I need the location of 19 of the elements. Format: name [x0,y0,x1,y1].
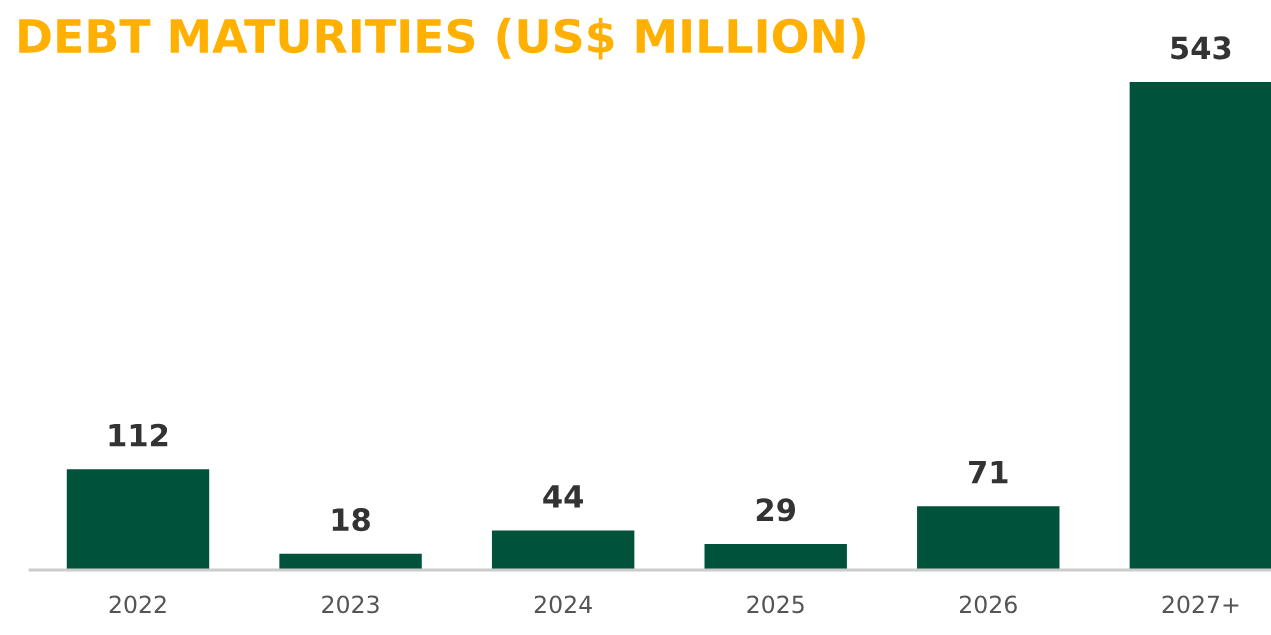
bar [917,506,1060,570]
bar [491,530,635,570]
bar [704,543,847,570]
x-tick-label: 2025 [747,595,804,614]
data-label: 71 [969,460,1008,484]
data-label: 29 [756,498,796,522]
data-label: 44 [543,485,583,508]
bar [66,469,210,570]
bar [279,553,422,570]
data-label: 543 [1171,36,1231,60]
data-label: 18 [332,508,370,532]
x-tick-label: 2026 [959,595,1017,614]
x-tick-label: 2024 [534,595,592,614]
x-tick-label: 2027+ [1162,595,1239,614]
x-tick-label: 2022 [109,595,166,614]
chart-title: DEBT MATURITIES (US$ MILLION) [19,17,865,60]
data-label: 112 [109,423,168,447]
bar [1129,82,1271,570]
x-tick-label: 2023 [322,595,379,614]
